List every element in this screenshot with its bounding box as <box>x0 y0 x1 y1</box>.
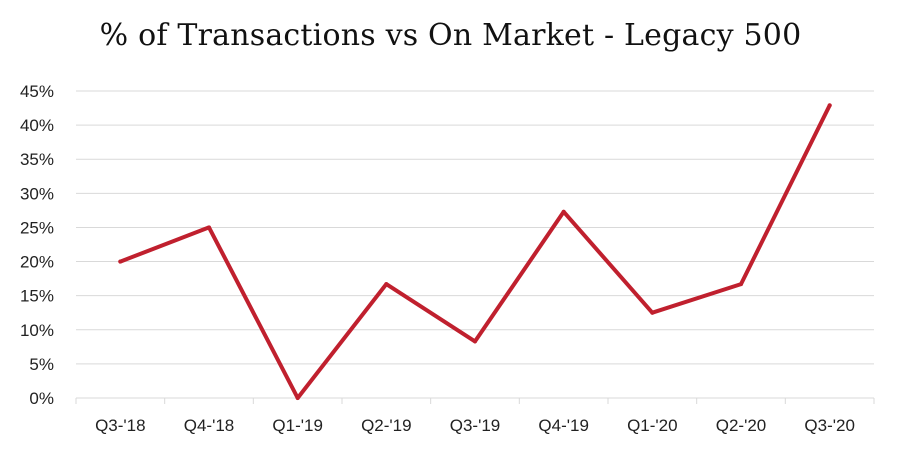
x-tick-label: Q3-'18 <box>95 416 146 435</box>
data-point <box>561 209 566 214</box>
data-point <box>827 103 832 108</box>
x-tick-label: Q3-'20 <box>804 416 855 435</box>
data-point <box>473 339 477 344</box>
x-tick-label: Q4-'19 <box>538 416 589 435</box>
x-tick-label: Q2-'20 <box>716 416 767 435</box>
y-tick-label: 5% <box>29 355 54 374</box>
y-tick-label: 0% <box>29 389 54 408</box>
data-point <box>118 259 123 264</box>
series-line <box>118 103 832 400</box>
x-tick-label: Q4-'18 <box>184 416 235 435</box>
data-point <box>207 225 211 230</box>
data-point <box>295 396 300 400</box>
y-tick-label: 10% <box>20 321 54 340</box>
y-tick-label: 25% <box>20 218 54 237</box>
chart-title: % of Transactions vs On Market - Legacy … <box>99 18 802 53</box>
data-point <box>739 282 743 287</box>
y-tick-label: 15% <box>20 287 54 306</box>
y-tick-label: 45% <box>20 82 54 101</box>
x-tick-label: Q3-'19 <box>450 416 501 435</box>
data-point <box>384 282 389 287</box>
x-tick-label: Q1-'19 <box>272 416 323 435</box>
x-tick-label: Q1-'20 <box>627 416 678 435</box>
y-tick-label: 35% <box>20 150 54 169</box>
y-tick-label: 20% <box>20 253 54 272</box>
data-point <box>650 310 655 315</box>
y-tick-label: 40% <box>20 116 54 135</box>
y-tick-label: 30% <box>20 184 54 203</box>
x-tick-label: Q2-'19 <box>361 416 412 435</box>
